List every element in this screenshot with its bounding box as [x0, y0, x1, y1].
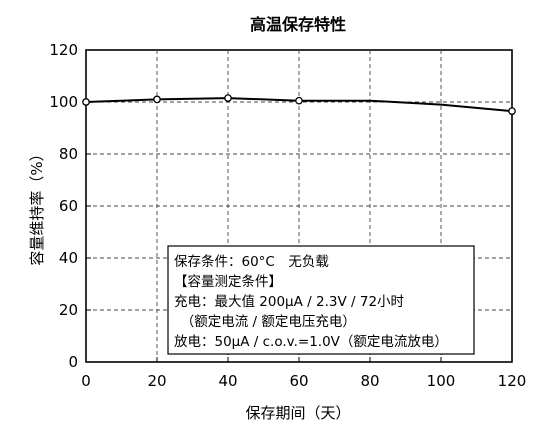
y-tick-label: 0	[68, 353, 78, 371]
x-tick-label: 60	[289, 372, 308, 390]
y-tick-label: 20	[59, 301, 78, 319]
data-point	[508, 107, 516, 115]
annotation-line: （额定电流 / 额定电压充电）	[174, 314, 356, 330]
data-point	[295, 96, 303, 105]
x-tick-label: 120	[498, 372, 527, 390]
annotation-box: 保存条件：60°C 无负载【容量测定条件】充电：最大值 200μA / 2.3V…	[167, 245, 475, 355]
data-point	[82, 98, 90, 106]
annotation-frame	[167, 245, 475, 355]
y-tick-label: 40	[59, 249, 78, 267]
x-tick-labels: 0 20 40 60 80 100 120	[81, 372, 526, 390]
data-point	[153, 95, 161, 104]
y-axis-label: 容量维持率（%）	[28, 146, 46, 265]
annotation-line: 充电：最大值 200μA / 2.3V / 72小时	[174, 294, 404, 310]
y-tick-label: 60	[59, 197, 78, 215]
x-tick-label: 80	[360, 372, 379, 390]
y-tick-label: 80	[59, 145, 78, 163]
x-tick-label: 0	[81, 372, 91, 390]
x-tick-label: 20	[147, 372, 166, 390]
x-tick-label: 100	[427, 372, 456, 390]
y-tick-label: 100	[49, 93, 78, 111]
annotation-line: 保存条件：60°C 无负载	[174, 253, 329, 270]
annotation-line: 【容量测定条件】	[174, 273, 282, 290]
chart-title: 高温保存特性	[250, 15, 346, 34]
x-axis-label: 保存期间（天）	[245, 404, 350, 422]
x-tick-label: 40	[218, 372, 237, 390]
y-tick-label: 120	[49, 41, 78, 59]
y-tick-labels: 0 20 40 60 80 100 120	[49, 41, 78, 371]
data-point	[224, 94, 232, 102]
annotation-line: 放电：50μA / c.o.v.=1.0V（额定电流放电）	[174, 334, 448, 350]
series	[82, 94, 516, 115]
